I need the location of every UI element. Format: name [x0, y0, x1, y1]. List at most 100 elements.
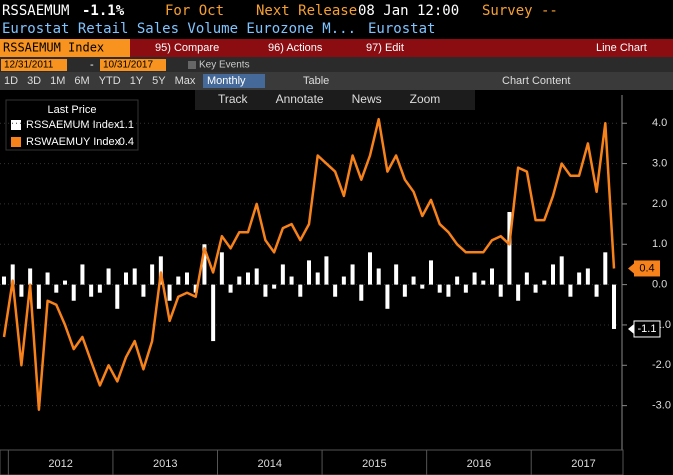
- range-buttons: 1D 3D 1M 6M YTD 1Y 5Y Max: [4, 75, 196, 87]
- table-button[interactable]: Table: [303, 75, 329, 87]
- tool-button[interactable]: Annotate: [276, 92, 324, 106]
- bar: [219, 252, 224, 285]
- bar: [280, 264, 285, 285]
- bar: [272, 284, 277, 289]
- bar: [446, 284, 451, 297]
- range-button[interactable]: 3D: [27, 75, 41, 87]
- bar: [420, 284, 425, 289]
- legend-name: RSWAEMUY Index: [26, 136, 121, 148]
- bar: [89, 284, 94, 297]
- bar: [132, 268, 137, 285]
- security-box[interactable]: [0, 39, 130, 57]
- start-date[interactable]: 12/31/2011: [4, 60, 54, 71]
- bar: [246, 272, 250, 285]
- y-tick-label: 4.0: [652, 117, 667, 129]
- actions-button[interactable]: 96) Actions: [268, 42, 323, 54]
- tag-pointer: [628, 263, 634, 274]
- bar: [577, 272, 582, 285]
- end-date[interactable]: 10/31/2017: [103, 60, 153, 71]
- bar: [36, 284, 41, 309]
- bar: [394, 264, 399, 285]
- legend-value: 0.4: [119, 136, 134, 148]
- bar: [263, 284, 268, 297]
- bar: [115, 284, 120, 309]
- y-tick-label: -3.0: [652, 400, 671, 412]
- bar: [10, 264, 15, 285]
- source: Eurostat: [368, 21, 435, 37]
- range-button[interactable]: 6M: [74, 75, 89, 87]
- bar: [472, 272, 477, 285]
- bar: [228, 284, 233, 293]
- x-tick-label: 2014: [258, 458, 282, 470]
- bar: [124, 272, 128, 285]
- bar: [455, 276, 460, 285]
- change: -1.1%: [82, 3, 125, 19]
- bar: [533, 284, 538, 293]
- bar: [603, 252, 608, 285]
- legend-title: Last Price: [48, 104, 97, 116]
- frequency[interactable]: Monthly: [207, 75, 246, 87]
- last-value-label: 0.4: [639, 262, 654, 274]
- range-button[interactable]: 1Y: [130, 75, 144, 87]
- bar: [498, 284, 503, 297]
- bar: [568, 284, 573, 297]
- key-events-check[interactable]: [188, 61, 196, 69]
- bar: [368, 252, 372, 285]
- bar: [167, 284, 172, 301]
- bar: [28, 268, 33, 285]
- line: [2, 117, 616, 411]
- y-tick-label: 0.0: [652, 279, 667, 291]
- compare-button[interactable]: 95) Compare: [155, 42, 219, 54]
- edit-button[interactable]: 97) Edit: [366, 42, 404, 54]
- survey: Survey --: [482, 3, 558, 19]
- range-bar: [0, 72, 673, 90]
- next-release-label: Next Release: [256, 3, 357, 19]
- security[interactable]: RSSAEMUM Index: [3, 41, 104, 55]
- tool-button[interactable]: News: [352, 92, 382, 106]
- tool-button[interactable]: Track: [218, 92, 249, 106]
- view-label[interactable]: Line Chart: [596, 42, 647, 54]
- chart-content[interactable]: Chart Content: [502, 75, 570, 87]
- y-tick-label: 1.0: [652, 238, 667, 250]
- last-value-tag: [634, 260, 660, 277]
- legend-swatch: [11, 120, 21, 130]
- last-value-label: -1.1: [638, 323, 657, 335]
- bar: [80, 264, 85, 285]
- bar: [97, 284, 102, 293]
- bar: [298, 284, 303, 297]
- bar: [237, 276, 242, 285]
- bar: [594, 284, 599, 297]
- ticker: RSSAEMUM: [2, 3, 69, 19]
- bar: [385, 284, 390, 309]
- bar: [211, 284, 216, 342]
- range-button[interactable]: 1D: [4, 75, 18, 87]
- tool-button[interactable]: Zoom: [410, 92, 441, 106]
- range-button[interactable]: YTD: [99, 75, 121, 87]
- range-button[interactable]: 5Y: [152, 75, 166, 87]
- bar: [490, 268, 494, 285]
- key-events[interactable]: Key Events: [199, 60, 250, 71]
- range-button[interactable]: Max: [175, 75, 196, 87]
- legend-value: -1.1: [115, 119, 134, 131]
- bar: [350, 264, 355, 285]
- bar: [54, 284, 59, 293]
- bar: [19, 284, 24, 297]
- bar: [289, 276, 294, 285]
- date-sep: -: [90, 59, 94, 71]
- legend: [5, 99, 139, 151]
- bar: [524, 272, 529, 285]
- y-tick-label: 3.0: [652, 157, 667, 169]
- start-box[interactable]: [1, 59, 67, 71]
- bar: [341, 276, 346, 285]
- period: For Oct: [165, 3, 224, 19]
- end-box[interactable]: [100, 59, 166, 71]
- frequency-box[interactable]: [203, 74, 265, 88]
- next-release: 08 Jan 12:00: [358, 3, 459, 19]
- range-button[interactable]: 1M: [50, 75, 65, 87]
- bar: [481, 280, 486, 285]
- bar: [254, 268, 259, 285]
- bar: [150, 264, 155, 285]
- bar: [324, 256, 329, 285]
